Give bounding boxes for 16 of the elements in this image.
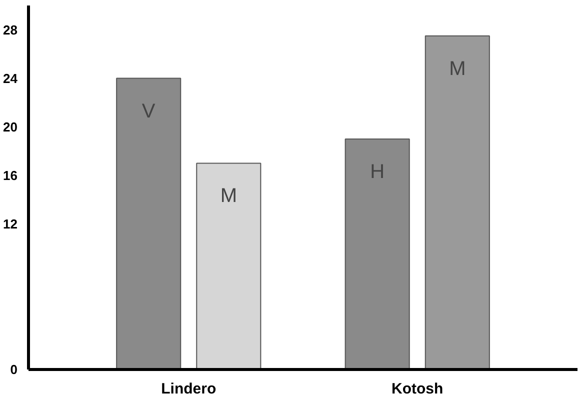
y-tick-label: 28 [3, 22, 18, 38]
x-tick-label: Lindero [161, 380, 216, 398]
bar [424, 35, 490, 370]
y-tick-label: 24 [3, 70, 18, 86]
y-tick-label: 0 [10, 362, 18, 377]
data-label: M [449, 58, 466, 80]
data-label: H [370, 160, 385, 183]
x-tick-label: Kotosh [392, 380, 444, 398]
bar [196, 162, 262, 370]
y-tick-label: 16 [3, 168, 18, 183]
y-tick-label: 12 [3, 216, 18, 232]
data-label: M [220, 185, 237, 208]
y-tick-label: 20 [3, 119, 18, 134]
data-label: V [142, 100, 156, 122]
bar [344, 138, 410, 370]
bar [116, 78, 182, 370]
